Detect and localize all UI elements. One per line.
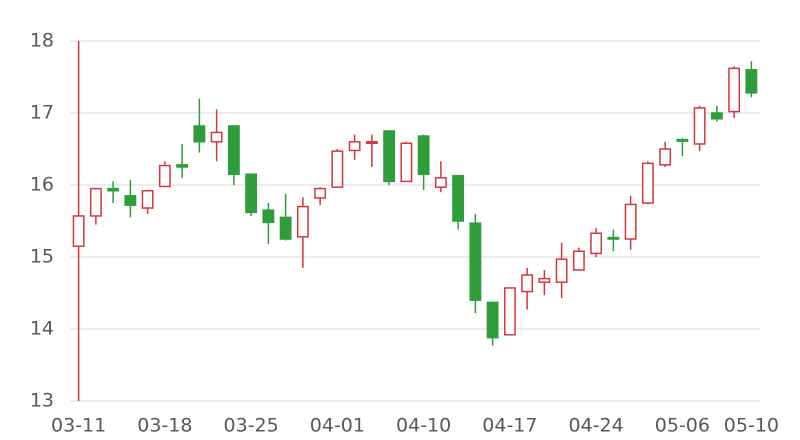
x-tick-label: 05-10 bbox=[724, 415, 779, 437]
candle-body bbox=[521, 274, 534, 293]
y-tick-label: 18 bbox=[30, 30, 54, 52]
y-tick-label: 14 bbox=[30, 318, 54, 340]
candle-body bbox=[158, 164, 171, 188]
candle-body bbox=[193, 125, 206, 143]
candle-body bbox=[452, 174, 465, 222]
candle-body bbox=[572, 250, 585, 271]
candle-body bbox=[141, 190, 154, 209]
candle-body bbox=[624, 203, 637, 240]
candle-body bbox=[469, 222, 482, 301]
y-tick-label: 15 bbox=[30, 246, 54, 268]
x-tick-label: 03-18 bbox=[137, 415, 192, 437]
candle-body bbox=[745, 69, 758, 94]
candle-body bbox=[72, 215, 85, 247]
y-tick-label: 17 bbox=[30, 102, 54, 124]
candle-body bbox=[176, 164, 189, 168]
x-tick-label: 04-17 bbox=[482, 415, 537, 437]
candle-body bbox=[590, 232, 603, 255]
candle-body bbox=[710, 112, 723, 120]
candle-body bbox=[314, 187, 327, 199]
candle-body bbox=[245, 173, 258, 214]
y-tick-label: 13 bbox=[30, 390, 54, 412]
x-tick-label: 04-24 bbox=[569, 415, 624, 437]
x-tick-label: 04-10 bbox=[396, 415, 451, 437]
candle-body bbox=[417, 135, 430, 175]
candle-body bbox=[107, 187, 120, 192]
candle-body bbox=[555, 258, 568, 283]
candle-body bbox=[693, 107, 706, 145]
candle-body bbox=[348, 141, 361, 152]
candle-body bbox=[486, 301, 499, 339]
candle-body bbox=[728, 67, 741, 113]
y-tick-label: 16 bbox=[30, 174, 54, 196]
candle-body bbox=[210, 131, 223, 143]
x-tick-label: 03-25 bbox=[224, 415, 279, 437]
candle-body bbox=[383, 130, 396, 183]
candle-body bbox=[538, 277, 551, 283]
candle-body bbox=[400, 142, 413, 183]
candle-body bbox=[296, 205, 309, 238]
candle-body bbox=[641, 162, 654, 204]
candle-body bbox=[331, 150, 344, 188]
x-tick-label: 03-11 bbox=[51, 415, 106, 437]
x-tick-label: 04-01 bbox=[310, 415, 365, 437]
candle-body bbox=[89, 187, 102, 217]
candle-body bbox=[434, 177, 447, 188]
candle-body bbox=[279, 216, 292, 240]
candle-body bbox=[659, 148, 672, 166]
candle-body bbox=[124, 195, 137, 206]
candle-body bbox=[503, 287, 516, 336]
x-tick-label: 05-06 bbox=[655, 415, 710, 437]
candle-body bbox=[676, 138, 689, 142]
candle-body bbox=[227, 125, 240, 175]
candle-body bbox=[365, 141, 378, 145]
candle-body bbox=[262, 209, 275, 224]
candle-body bbox=[607, 236, 620, 240]
